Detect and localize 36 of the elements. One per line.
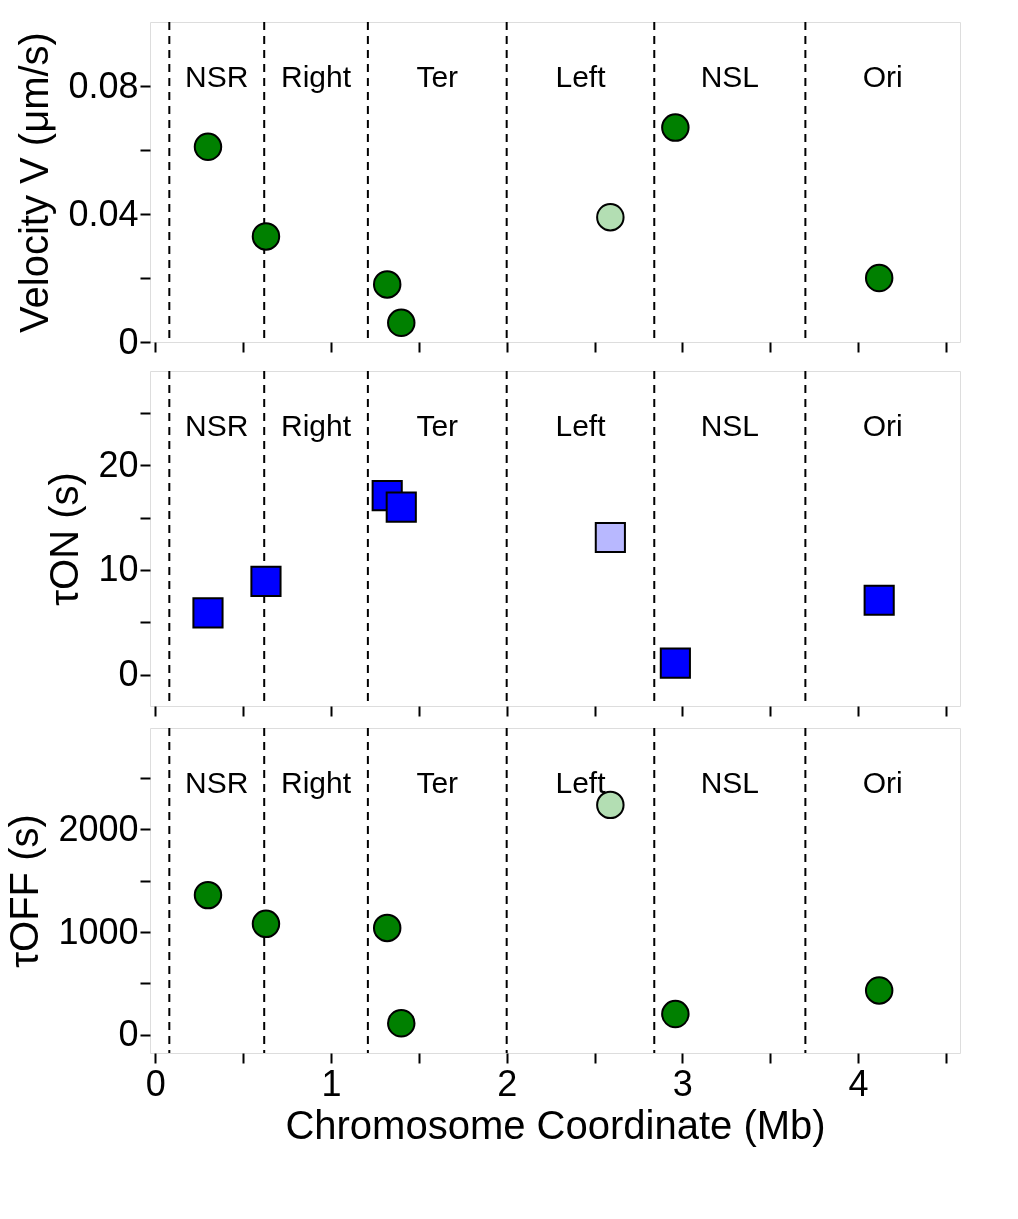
annotation: Right — [281, 766, 352, 799]
y-tick-label: 0 — [118, 653, 139, 695]
annotation: NSR — [185, 409, 249, 442]
x-tick-label: 3 — [672, 1062, 693, 1104]
y-axis-title: Velocity V (μm/s) — [12, 32, 57, 333]
y-tick-label: 0.04 — [68, 192, 139, 234]
annotation: NSR — [185, 60, 249, 93]
y-tick-label: 10 — [98, 548, 139, 590]
x-axis-title: Chromosome Coordinate (Mb) — [285, 1102, 826, 1147]
x-tick-label: 4 — [848, 1062, 869, 1104]
annotation: Ter — [416, 60, 459, 93]
annotation: Right — [281, 60, 352, 93]
annotation: Left — [555, 409, 607, 442]
y-tick-label: 1000 — [58, 910, 139, 952]
x-tick-label: 2 — [497, 1062, 518, 1104]
y-axis-title: τOFF (s) — [2, 814, 47, 968]
annotation: NSL — [700, 409, 760, 442]
x-tick-label: 1 — [321, 1062, 342, 1104]
annotation: NSL — [700, 60, 760, 93]
x-tick-label: 0 — [145, 1062, 166, 1104]
y-axis-title: τON (s) — [42, 472, 87, 606]
annotation: Right — [281, 409, 352, 442]
annotation: NSL — [700, 766, 760, 799]
annotation: Ori — [862, 766, 903, 799]
annotation: Ter — [416, 409, 459, 442]
y-tick-label: 0.08 — [68, 64, 139, 106]
y-tick-label: 0 — [118, 320, 139, 362]
y-tick-label: 2000 — [58, 808, 139, 849]
y-tick-label: 20 — [98, 443, 139, 485]
y-tick-label: 0 — [118, 1013, 139, 1055]
annotation: Ter — [416, 766, 459, 799]
annotation: Left — [555, 60, 607, 93]
annotation: Ori — [862, 60, 903, 93]
annotation: Left — [555, 766, 607, 799]
annotation: Ori — [862, 409, 903, 442]
annotation: NSR — [185, 766, 249, 799]
